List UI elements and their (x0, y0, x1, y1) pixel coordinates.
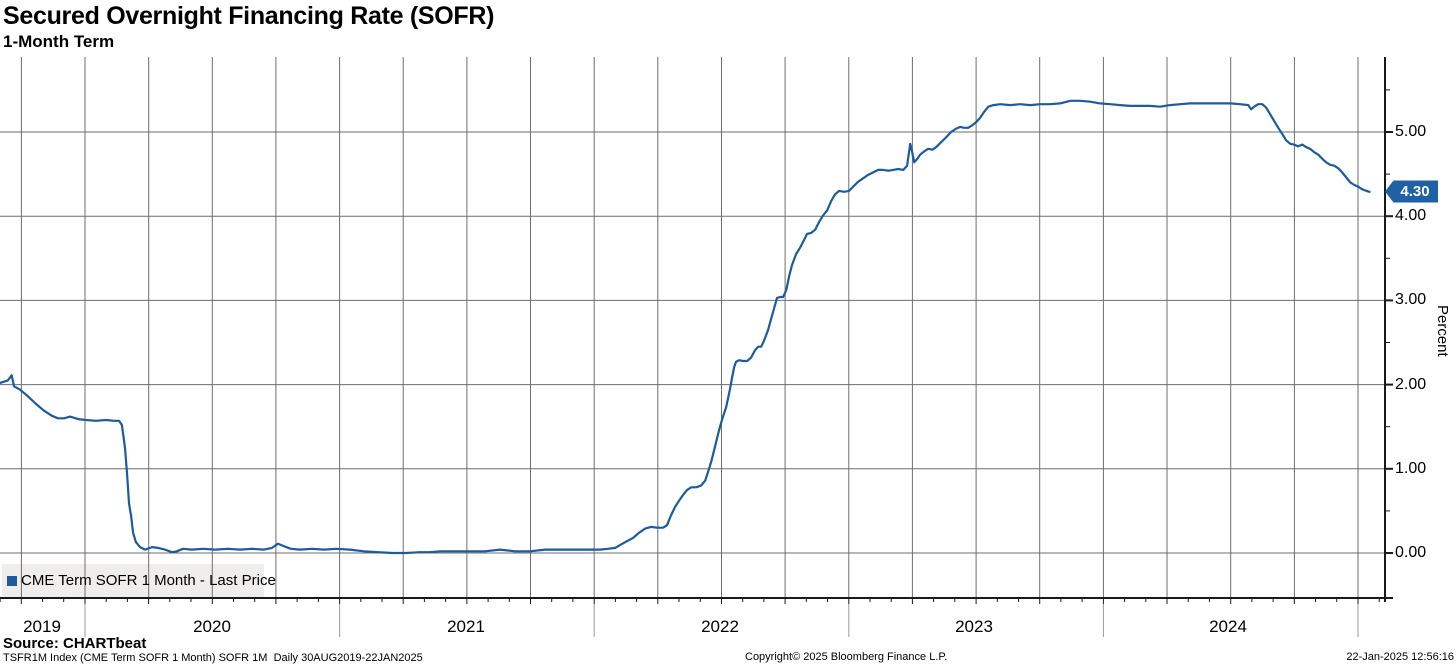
x-year-label: 2019 (23, 617, 61, 636)
legend-box (2, 564, 264, 597)
x-year-label: 2022 (701, 617, 739, 636)
legend: CME Term SOFR 1 Month - Last Price (2, 564, 276, 597)
x-year-label: 2020 (193, 617, 231, 636)
y-tick-label: 1.00 (1395, 460, 1427, 477)
page-title: Secured Overnight Financing Rate (SOFR) (3, 2, 495, 30)
timestamp: 22-Jan-2025 12:56:16 (1346, 651, 1454, 663)
y-tick-label: 4.00 (1395, 207, 1427, 224)
x-year-label: 2021 (447, 617, 485, 636)
y-tick-label: 2.00 (1395, 376, 1427, 393)
y-tick-label: 3.00 (1395, 291, 1427, 308)
copyright-note: Copyright© 2025 Bloomberg Finance L.P. (745, 651, 948, 663)
page-subtitle: 1-Month Term (3, 32, 115, 51)
source-note: Source: CHARTbeat (3, 635, 147, 652)
y-tick-label: 0.00 (1395, 544, 1427, 561)
x-year-label: 2024 (1209, 617, 1247, 636)
y-tick-label: 5.00 (1395, 123, 1427, 140)
legend-label: CME Term SOFR 1 Month - Last Price (21, 572, 276, 589)
ticker-meta: TSFR1M Index (CME Term SOFR 1 Month) SOF… (3, 652, 423, 664)
x-year-label: 2023 (955, 617, 993, 636)
legend-marker-icon (7, 575, 17, 586)
last-price-tag: 4.30 (1385, 180, 1438, 203)
y-axis-title: Percent (1434, 305, 1451, 357)
